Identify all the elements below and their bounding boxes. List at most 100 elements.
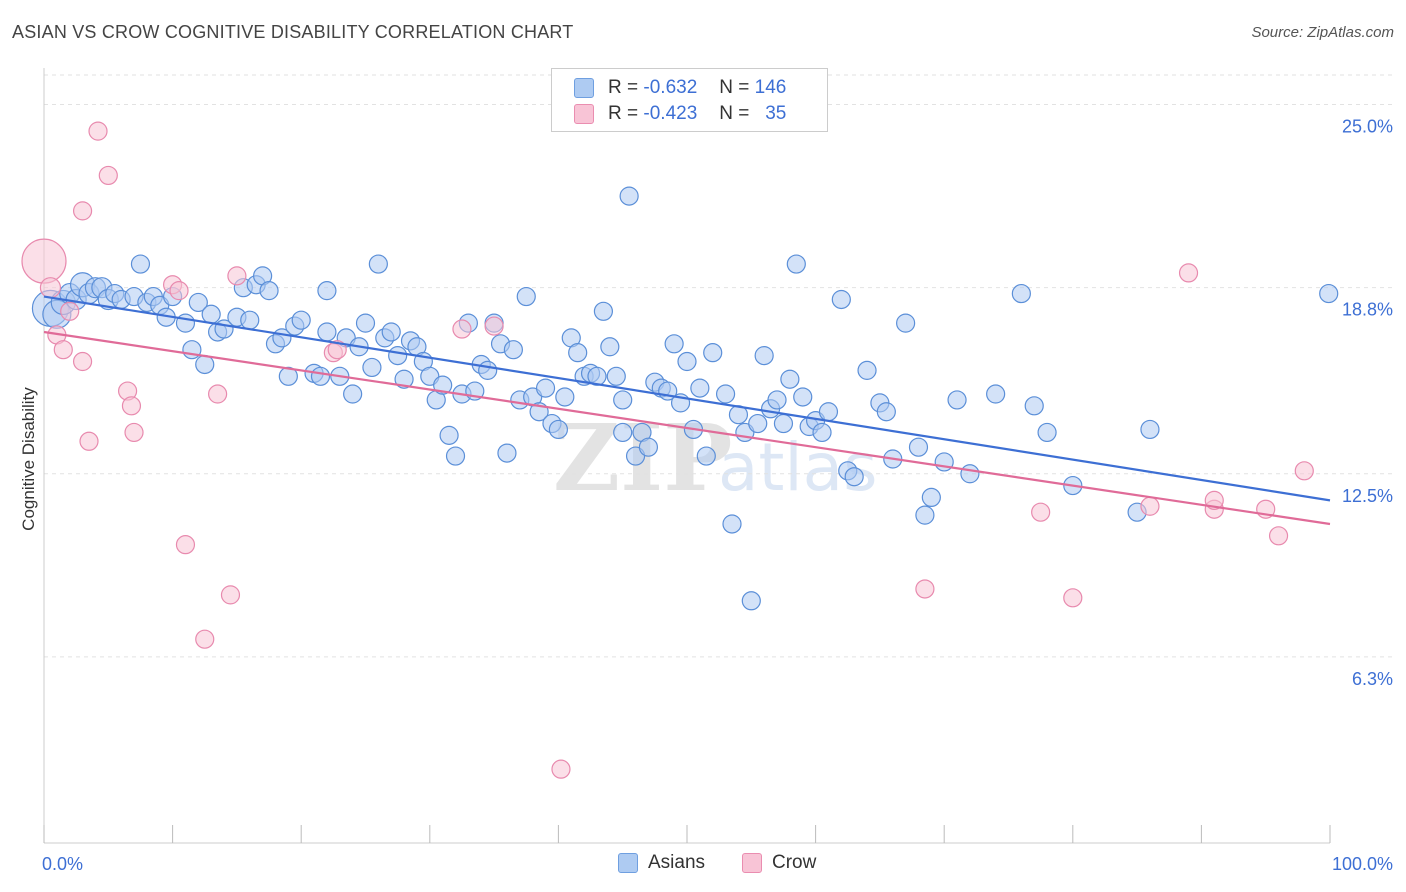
- data-point: [1011, 283, 1031, 304]
- data-point: [278, 366, 298, 386]
- x-tick-label: 100.0%: [1332, 854, 1393, 874]
- y-tick-label: 12.5%: [1342, 486, 1393, 506]
- data-point: [188, 292, 208, 313]
- data-point: [664, 334, 684, 354]
- data-point: [169, 281, 189, 301]
- data-point: [88, 121, 108, 141]
- data-point: [53, 340, 73, 360]
- data-point: [1204, 490, 1224, 510]
- crow-points: [21, 121, 1314, 779]
- data-point: [754, 346, 774, 366]
- data-point: [677, 351, 697, 372]
- data-point: [327, 340, 347, 360]
- data-point: [1140, 496, 1160, 516]
- data-point: [1319, 283, 1339, 304]
- data-point: [394, 369, 414, 389]
- bottom-legend-label: Asians: [648, 852, 706, 873]
- data-point: [986, 384, 1006, 404]
- data-point: [227, 266, 247, 286]
- data-point: [445, 446, 466, 466]
- y-tick-label: 6.3%: [1352, 669, 1393, 689]
- data-point: [921, 487, 941, 507]
- x-tick-label: 0.0%: [42, 854, 83, 874]
- data-point: [484, 316, 504, 336]
- data-point: [516, 286, 536, 307]
- data-point: [124, 422, 144, 443]
- data-point: [1031, 502, 1051, 522]
- data-point: [175, 535, 196, 555]
- data-point: [1140, 419, 1160, 440]
- data-point: [1037, 422, 1057, 443]
- data-point: [1294, 461, 1314, 481]
- data-point: [39, 277, 62, 299]
- data-point: [780, 369, 800, 389]
- data-point: [812, 422, 832, 443]
- source-label: Source: ZipAtlas.com: [1251, 24, 1394, 41]
- data-point: [548, 419, 569, 440]
- data-point: [240, 310, 260, 330]
- data-point: [593, 301, 614, 321]
- data-point: [355, 313, 376, 333]
- legend-swatch-asians: [574, 78, 594, 98]
- y-tick-label: 25.0%: [1342, 117, 1393, 137]
- data-point: [551, 759, 571, 779]
- asians-trend-line: [43, 295, 1331, 502]
- data-point: [722, 514, 742, 534]
- data-point: [606, 366, 626, 386]
- trend-lines: [43, 295, 1331, 526]
- data-point: [433, 375, 453, 395]
- data-point: [1063, 588, 1083, 608]
- grid: [44, 74, 1392, 658]
- legend-r-label: R =: [608, 77, 639, 98]
- data-point: [317, 281, 337, 301]
- data-point: [388, 346, 408, 366]
- data-point: [439, 425, 459, 445]
- legend-n-value: 35: [765, 103, 787, 124]
- bottom-legend-label: Crow: [772, 852, 817, 873]
- data-point: [195, 629, 215, 649]
- bottom-legend-crow: Crow: [742, 852, 816, 874]
- data-point: [121, 396, 142, 416]
- legend-n-value: 146: [754, 77, 787, 98]
- data-point: [535, 378, 556, 398]
- asians-points: [31, 186, 1339, 611]
- data-point: [690, 378, 710, 398]
- data-point: [291, 310, 311, 330]
- legend-r-value: -0.632: [643, 77, 698, 98]
- y-tick-label: 18.8%: [1342, 300, 1393, 320]
- data-point: [555, 387, 575, 407]
- data-point: [703, 343, 723, 363]
- data-point: [310, 366, 331, 386]
- legend-row-asians: R = -0.632 N = 146: [574, 75, 786, 101]
- data-point: [72, 351, 93, 372]
- data-point: [908, 437, 929, 457]
- crow-trend-line: [43, 330, 1331, 526]
- data-point: [876, 402, 896, 422]
- data-point: [259, 281, 279, 301]
- data-point: [175, 313, 196, 333]
- legend-swatch-crow: [574, 104, 594, 124]
- data-point: [381, 322, 401, 342]
- data-point: [786, 254, 806, 274]
- data-point: [915, 579, 935, 599]
- data-point: [600, 337, 620, 357]
- legend-r-value: -0.423: [643, 103, 698, 124]
- data-point: [748, 413, 768, 434]
- data-point: [844, 467, 864, 487]
- data-point: [452, 319, 472, 339]
- data-point: [613, 422, 633, 443]
- data-point: [208, 384, 228, 404]
- bottom-legend-swatch-crow: [742, 853, 762, 873]
- data-point: [831, 289, 851, 310]
- data-point: [60, 301, 80, 321]
- data-point: [220, 585, 241, 605]
- data-point: [1024, 396, 1044, 416]
- data-point: [317, 322, 337, 342]
- data-point: [343, 384, 363, 404]
- data-point: [21, 238, 67, 284]
- data-point: [98, 165, 118, 186]
- data-point: [741, 591, 761, 611]
- data-point: [613, 390, 633, 410]
- data-point: [947, 390, 967, 410]
- bottom-legend-asians: Asians: [618, 852, 705, 874]
